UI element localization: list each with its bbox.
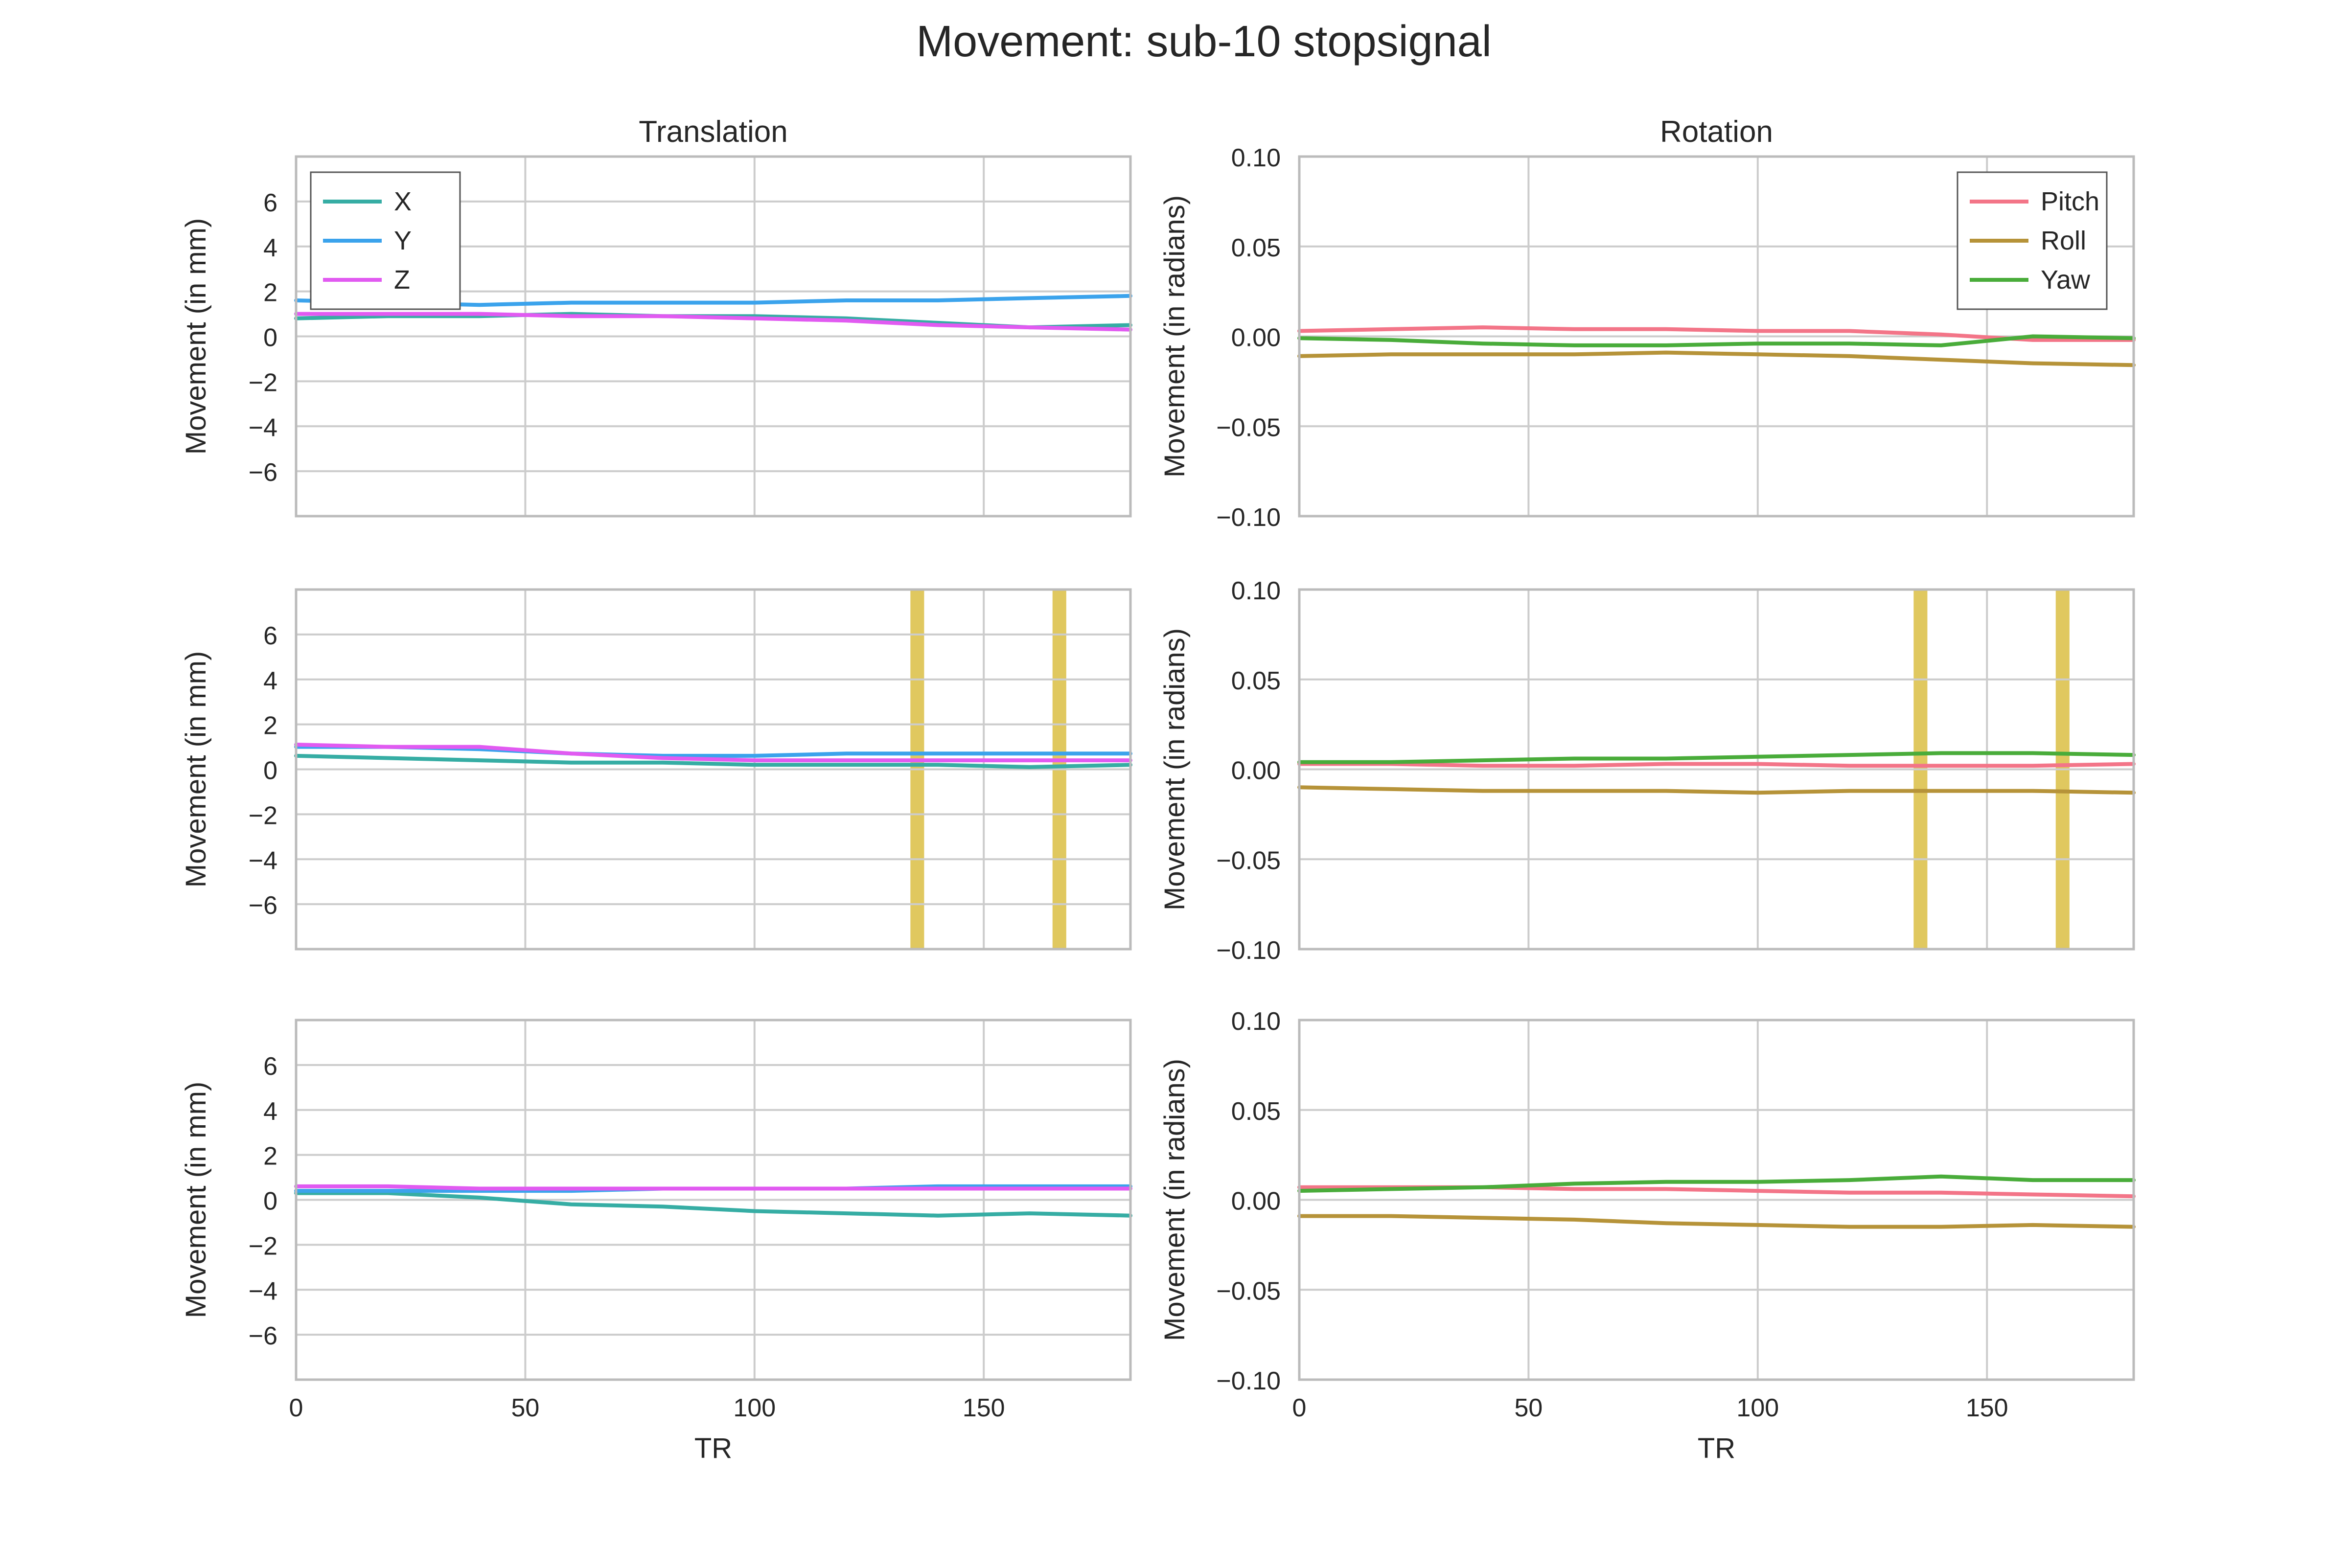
panel-6-xtick-label: 0	[1292, 1394, 1307, 1422]
panel-6-series-yaw-line	[1297, 1174, 2136, 1193]
panel-4-ytick-label: 0.00	[1231, 757, 1281, 785]
legend-label-yaw: Yaw	[2041, 265, 2091, 295]
panel-1-title: Translation	[639, 115, 787, 149]
panel-5-xlabel: TR	[694, 1432, 732, 1464]
panel-5-ytick-label: −2	[249, 1232, 277, 1260]
panel-1-legend: XYZ	[310, 171, 461, 310]
panel-5-ytick-label: −6	[249, 1322, 277, 1350]
panel-2-title: Rotation	[1660, 115, 1773, 149]
panel-4: 0.10 0.05 0.00 −0.05 −0.10 Movement (in radia…	[1159, 577, 2136, 965]
panel-2-series-yaw-line	[1297, 334, 2136, 347]
panel-3-ytick-label: 6	[263, 622, 277, 650]
panel-6-xlabel: TR	[1698, 1432, 1735, 1464]
panel-1-ytick-label: −6	[249, 458, 277, 487]
panel-2: Rotation 0.10 0.05 0.00 −0.05 −0.10 Movement (…	[1159, 115, 2136, 532]
panel-3-series-z-line	[294, 743, 1132, 763]
panel-5-ytick-label: 6	[263, 1052, 277, 1081]
panel-5-ytick-label: 4	[263, 1097, 277, 1126]
panel-5-series-x-line	[294, 1191, 1132, 1218]
panel-5: 6 4 2 0 −2 −4 −6 0 50 100 150 TR Movement (in mm)	[180, 1019, 1132, 1464]
panel-1-axes-frame	[295, 155, 1132, 518]
panel-6: 0.10 0.05 0.00 −0.05 −0.10 0 50 100 150 TR Movemen…	[1159, 1007, 2136, 1464]
panel-3-ylabel: Movement (in mm)	[180, 651, 212, 887]
panel-2-ytick-label: 0.05	[1231, 234, 1281, 262]
legend-label-x: X	[394, 187, 412, 216]
panel-2-ylabel: Movement (in radians)	[1159, 195, 1191, 477]
panel-1-series-z-line	[294, 312, 1132, 332]
panel-5-ytick-label: 2	[263, 1142, 277, 1171]
panel-4-ytick-label: 0.05	[1231, 667, 1281, 695]
panel-4-series-roll-line	[1297, 785, 2136, 795]
panel-3-ytick-label: 0	[263, 757, 277, 785]
panel-5-xtick-label: 0	[289, 1394, 303, 1422]
panel-1-ytick-label: 2	[263, 279, 277, 307]
panel-4-ytick-label: 0.10	[1231, 577, 1281, 605]
panel-6-xtick-label: 100	[1736, 1394, 1779, 1422]
panel-6-ytick-label: −0.10	[1216, 1367, 1281, 1395]
panel-3-ytick-label: −6	[249, 891, 277, 920]
panel-5-xtick-label: 50	[511, 1394, 539, 1422]
legend-label-y: Y	[394, 226, 412, 255]
panel-2-series-roll-line	[1297, 350, 2136, 367]
panel-1-ytick-label: 6	[263, 189, 277, 217]
panel-3-ytick-label: 4	[263, 667, 277, 695]
panel-2-axes-frame	[1298, 155, 2135, 518]
panel-4-axes-frame	[1298, 588, 2135, 951]
legend-label-roll: Roll	[2041, 226, 2086, 255]
panel-2-ytick-label: −0.10	[1216, 503, 1281, 532]
panel-4-series-pitch-line	[1297, 762, 2136, 768]
panel-3-series-x-line	[294, 753, 1132, 769]
legend-label-z: Z	[394, 265, 410, 295]
panel-6-xtick-label: 50	[1514, 1394, 1543, 1422]
panel-3-axes-frame	[295, 588, 1132, 951]
panel-5-ytick-label: −4	[249, 1277, 277, 1305]
panel-1: Translation 6 4 2 0 −2 −4 −6 Movement (in mm) XYZ	[180, 115, 1132, 518]
panel-6-ytick-label: −0.05	[1216, 1277, 1281, 1305]
panel-2-ytick-label: 0.10	[1231, 144, 1281, 172]
panel-5-ytick-label: 0	[263, 1187, 277, 1216]
panel-5-xtick-label: 150	[963, 1394, 1005, 1422]
panel-2-series-pitch-line	[1297, 325, 2136, 342]
panel-6-series-roll-line	[1297, 1214, 2136, 1229]
panel-1-ylabel: Movement (in mm)	[180, 218, 212, 454]
panel-3: 6 4 2 0 −2 −4 −6 Movement (in mm)	[180, 588, 1132, 951]
panel-2-legend: Pitch Roll Yaw	[1957, 171, 2108, 310]
figure-title: Movement: sub-10 stopsignal	[916, 17, 1492, 66]
panel-5-series-z-line	[294, 1184, 1132, 1191]
panel-4-ylabel: Movement (in radians)	[1159, 628, 1191, 910]
legend-label-pitch: Pitch	[2041, 187, 2099, 216]
panel-4-series-yaw-line	[1297, 751, 2136, 764]
panel-5-xtick-label: 100	[733, 1394, 776, 1422]
panel-6-axes-frame	[1298, 1019, 2135, 1381]
panel-2-ytick-label: 0.00	[1231, 324, 1281, 352]
panel-5-axes-frame	[295, 1019, 1132, 1381]
panel-4-ytick-label: −0.05	[1216, 846, 1281, 875]
panel-6-ytick-label: 0.10	[1231, 1007, 1281, 1036]
panel-6-ylabel: Movement (in radians)	[1159, 1059, 1191, 1341]
panel-1-ytick-label: 4	[263, 234, 277, 262]
panel-6-xtick-label: 150	[1966, 1394, 2008, 1422]
panel-3-ytick-label: 2	[263, 712, 277, 740]
panel-3-ytick-label: −4	[249, 846, 277, 875]
panel-2-ytick-label: −0.05	[1216, 413, 1281, 442]
panel-6-ytick-label: 0.00	[1231, 1187, 1281, 1216]
panel-6-ytick-label: 0.05	[1231, 1097, 1281, 1126]
panel-5-ylabel: Movement (in mm)	[180, 1082, 212, 1318]
panel-3-ytick-label: −2	[249, 801, 277, 830]
panel-4-ytick-label: −0.10	[1216, 936, 1281, 965]
panel-1-ytick-label: −2	[249, 368, 277, 397]
panel-1-ytick-label: 0	[263, 324, 277, 352]
panel-1-ytick-label: −4	[249, 413, 277, 442]
